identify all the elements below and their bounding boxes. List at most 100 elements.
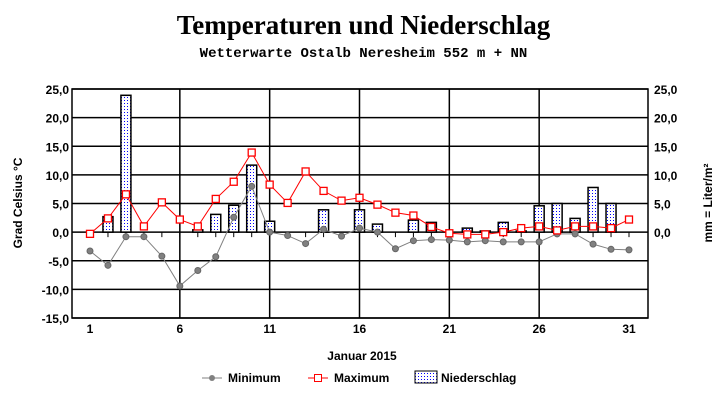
legend-precipitation-label: Niederschlag bbox=[441, 371, 516, 385]
y-tick-label: -5,0 bbox=[48, 255, 69, 269]
maximum-point bbox=[463, 230, 472, 239]
chart-title: Temperaturen und Niederschlag bbox=[176, 10, 551, 40]
minimum-point bbox=[212, 253, 220, 261]
precipitation-bar bbox=[210, 213, 222, 233]
legend-maximum-marker bbox=[314, 374, 322, 382]
y-tick-label: 15,0 bbox=[46, 140, 70, 154]
minimum-point bbox=[463, 238, 471, 246]
x-tick-label: 31 bbox=[622, 322, 636, 336]
precipitation-bar bbox=[407, 219, 420, 233]
minimum-point bbox=[140, 233, 148, 241]
maximum-point bbox=[535, 222, 544, 231]
maximum-point bbox=[229, 177, 238, 186]
precipitation-bar bbox=[120, 94, 132, 233]
legend-precipitation-swatch bbox=[414, 370, 438, 384]
minimum-point bbox=[571, 230, 579, 238]
minimum-point bbox=[266, 228, 274, 236]
minimum-point bbox=[499, 238, 507, 246]
y-tick-label: 0,0 bbox=[52, 226, 69, 240]
maximum-point bbox=[337, 196, 346, 205]
x-tick-label: 16 bbox=[353, 322, 367, 336]
minimum-point bbox=[445, 236, 453, 244]
minimum-point bbox=[373, 228, 381, 236]
y-tick-label: 10,0 bbox=[46, 169, 70, 183]
maximum-point bbox=[373, 200, 382, 209]
maximum-point bbox=[445, 229, 454, 238]
y2-tick-label: 25,0 bbox=[654, 83, 678, 97]
legend-maximum-label: Maximum bbox=[334, 371, 389, 385]
x-tick-label: 21 bbox=[443, 322, 457, 336]
legend-minimum-marker bbox=[209, 375, 215, 381]
minimum-point bbox=[320, 225, 328, 233]
minimum-point bbox=[248, 182, 256, 190]
minimum-point bbox=[535, 238, 543, 246]
maximum-point bbox=[517, 223, 526, 233]
maximum-point bbox=[85, 229, 95, 238]
minimum-point bbox=[356, 224, 363, 232]
minimum-point bbox=[86, 247, 94, 255]
minimum-point bbox=[104, 261, 112, 269]
legend-minimum-label: Minimum bbox=[228, 371, 281, 385]
minimum-point bbox=[230, 213, 238, 221]
x-axis-label: Januar 2015 bbox=[327, 349, 397, 363]
minimum-point bbox=[625, 246, 633, 254]
precipitation-bar bbox=[533, 205, 545, 233]
y-tick-label: 5,0 bbox=[52, 198, 69, 212]
maximum-point bbox=[103, 214, 113, 223]
maximum-point bbox=[319, 186, 328, 196]
maximum-point bbox=[355, 193, 364, 202]
minimum-point bbox=[122, 233, 130, 241]
y-tick-label: 20,0 bbox=[46, 112, 70, 126]
maximum-point bbox=[552, 226, 562, 235]
maximum-point bbox=[409, 211, 418, 220]
chart-subtitle: Wetterwarte Ostalb Neresheim 552 m + NN bbox=[199, 46, 528, 62]
maximum-point bbox=[427, 222, 436, 232]
x-tick-label: 11 bbox=[263, 322, 276, 336]
maximum-point bbox=[247, 148, 256, 157]
x-tick-label: 1 bbox=[87, 322, 94, 336]
maximum-point bbox=[588, 222, 598, 231]
minimum-point bbox=[391, 245, 399, 253]
minimum-point bbox=[409, 237, 417, 245]
precipitation-bar bbox=[353, 209, 366, 233]
minimum-point bbox=[589, 240, 597, 248]
y2-axis-label: mm = Liter/m² bbox=[701, 163, 715, 242]
maximum-point bbox=[175, 215, 184, 224]
x-tick-label: 26 bbox=[532, 322, 546, 336]
y2-tick-label: 20,0 bbox=[654, 112, 678, 126]
y-axis-label: Grad Celsius °C bbox=[11, 157, 25, 248]
plot-border bbox=[71, 88, 649, 319]
y2-tick-label: 10,0 bbox=[654, 169, 678, 183]
minimum-point bbox=[176, 282, 184, 290]
minimum-point bbox=[194, 266, 202, 274]
minimum-point bbox=[517, 238, 525, 246]
maximum-point bbox=[570, 222, 580, 231]
y2-tick-label: 15,0 bbox=[654, 140, 678, 154]
maximum-point bbox=[211, 194, 220, 204]
y-tick-label: -10,0 bbox=[42, 283, 70, 297]
minimum-point bbox=[158, 252, 166, 260]
maximum-point bbox=[193, 222, 202, 231]
precipitation-bar bbox=[587, 186, 599, 233]
y2-tick-label: 0,0 bbox=[654, 226, 671, 240]
precipitation-bar bbox=[245, 164, 258, 233]
maximum-point bbox=[139, 222, 149, 231]
x-tick-label: 6 bbox=[176, 322, 183, 336]
maximum-point bbox=[301, 167, 310, 176]
minimum-point bbox=[284, 232, 292, 240]
maximum-point bbox=[121, 190, 131, 199]
maximum-point bbox=[499, 227, 508, 237]
minimum-point bbox=[427, 236, 435, 244]
minimum-point bbox=[302, 240, 310, 248]
maximum-point bbox=[624, 215, 634, 224]
maximum-point bbox=[606, 223, 616, 233]
y2-tick-label: 5,0 bbox=[654, 198, 671, 212]
maximum-point bbox=[265, 180, 274, 189]
minimum-point bbox=[481, 237, 489, 245]
y-tick-label: -15,0 bbox=[42, 312, 70, 326]
maximum-point bbox=[391, 208, 400, 217]
maximum-point bbox=[283, 198, 292, 208]
minimum-point bbox=[338, 232, 346, 240]
